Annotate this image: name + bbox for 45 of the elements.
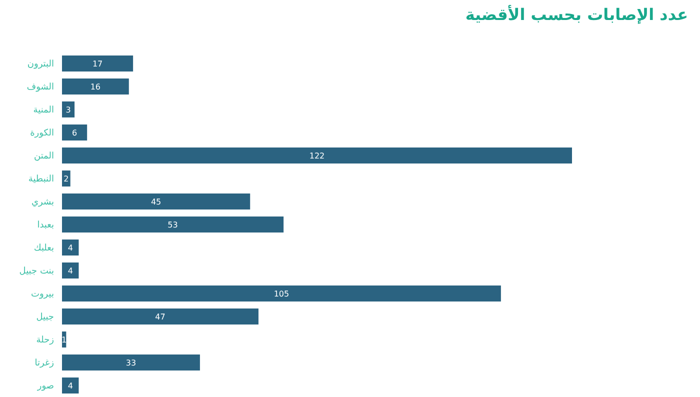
data-label: 122 — [309, 151, 325, 160]
data-label: 45 — [150, 197, 162, 206]
data-label: 16 — [90, 82, 101, 92]
bar — [62, 55, 134, 72]
data-label: 105 — [274, 289, 290, 298]
bar — [62, 78, 129, 94]
bar — [62, 262, 79, 278]
y-tick-label: الكورة — [30, 128, 54, 139]
bar — [62, 308, 258, 324]
y-tick-label: صور — [36, 382, 54, 392]
y-tick-label: بنت جبيل — [19, 266, 54, 277]
data-label: 53 — [168, 220, 178, 230]
bar — [62, 239, 79, 256]
data-label: 6 — [72, 128, 78, 138]
bar — [62, 354, 200, 370]
data-label: 1 — [62, 335, 67, 344]
data-label: 17 — [92, 59, 103, 68]
y-tick-label: المتن — [34, 152, 54, 162]
data-label: 47 — [155, 312, 166, 322]
y-tick-label: الشوف — [26, 82, 54, 93]
y-tick-label: البترون — [27, 60, 54, 70]
data-label: 4 — [68, 381, 73, 390]
bar — [62, 124, 88, 140]
bar — [62, 216, 284, 232]
bar — [62, 285, 501, 302]
y-tick-label: النبطية — [28, 174, 54, 185]
bar — [62, 101, 75, 118]
y-tick-label: بعبدا — [37, 220, 54, 231]
data-label: 33 — [126, 358, 136, 368]
y-tick-label: بيروت — [30, 290, 54, 300]
bar — [62, 377, 79, 394]
bar — [62, 193, 250, 210]
data-label: 4 — [68, 243, 73, 252]
y-tick-label: جبيل — [36, 312, 54, 323]
data-label: 3 — [66, 105, 71, 114]
data-label: 2 — [64, 174, 69, 184]
chart-title: عدد الإصابات بحسب الأقضية — [464, 4, 689, 26]
y-tick-label: بشري — [31, 198, 54, 208]
data-label: 4 — [68, 266, 73, 276]
y-tick-label: بعلبك — [34, 244, 54, 254]
y-tick-label: زغرتا — [34, 358, 54, 369]
bar — [62, 170, 70, 186]
y-tick-label: زحلة — [36, 336, 54, 346]
y-tick-label: المنية — [33, 106, 54, 116]
bar — [62, 147, 572, 164]
